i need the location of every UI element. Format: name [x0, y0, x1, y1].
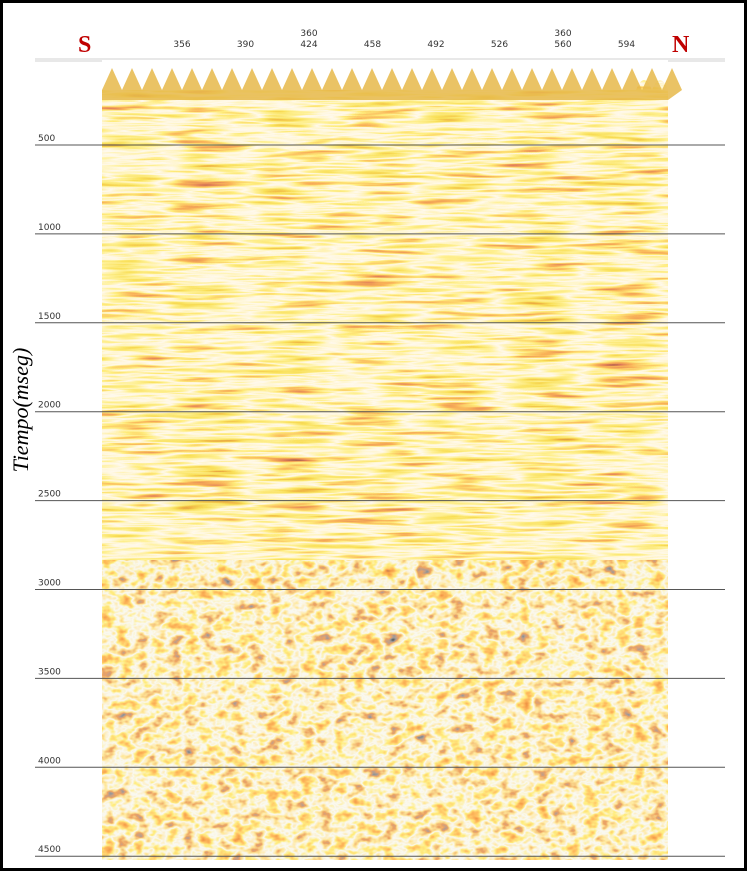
top-label: 594: [618, 40, 635, 50]
time-label: 2000: [38, 401, 61, 411]
top-label: 424: [300, 40, 317, 50]
time-label: 500: [38, 134, 55, 144]
time-label: 2500: [38, 490, 61, 500]
seismic-upper: [102, 75, 668, 585]
top-label: 360: [300, 29, 317, 39]
top-label: 458: [364, 40, 381, 50]
top-label: 560: [554, 40, 571, 50]
top-label: 492: [427, 40, 444, 50]
time-label: 1000: [38, 223, 61, 233]
top-label: 526: [491, 40, 508, 50]
seismic-lower: [102, 560, 668, 860]
top-label: 360: [554, 29, 571, 39]
time-label: 1500: [38, 312, 61, 322]
direction-south: S: [78, 32, 91, 58]
y-axis-label: Tiempo(mseg): [8, 348, 33, 473]
direction-north: N: [672, 32, 690, 58]
time-label: 4000: [38, 756, 61, 766]
top-label: 390: [237, 40, 254, 50]
trace-crests: [102, 68, 682, 100]
top-label: 356: [173, 40, 190, 50]
time-label: 4500: [38, 845, 61, 855]
time-label: 3000: [38, 579, 61, 589]
time-label: 3500: [38, 667, 61, 677]
trace-tops: [102, 68, 682, 100]
